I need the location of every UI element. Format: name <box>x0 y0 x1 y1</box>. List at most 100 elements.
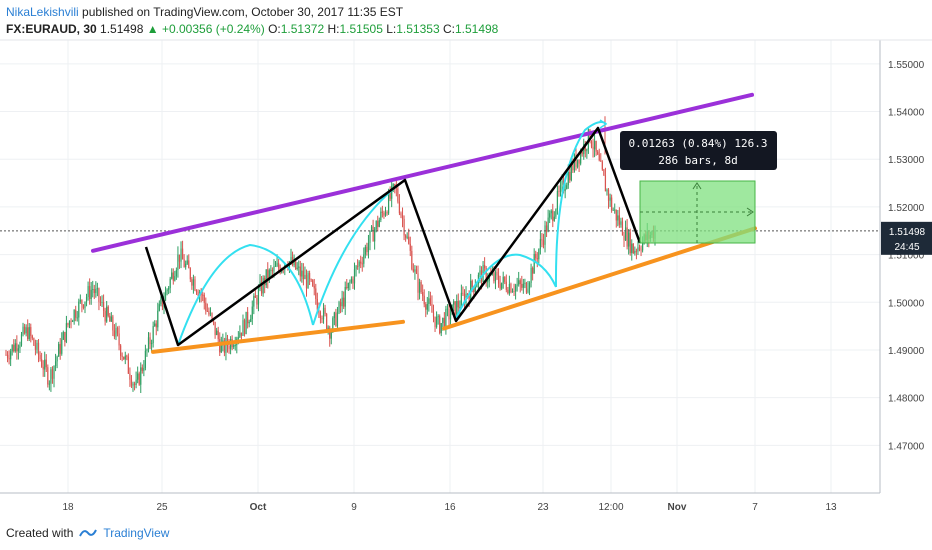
candle-body <box>380 211 382 221</box>
candle-body <box>20 334 23 346</box>
publish-line: NikaLekishvili published on TradingView.… <box>6 4 498 21</box>
candle-body <box>273 266 275 272</box>
candle-body <box>453 301 455 305</box>
candle-body <box>109 315 111 322</box>
symbol-line: FX:EURAUD, 30 1.51498 ▲ +0.00356 (+0.24%… <box>6 21 498 38</box>
candle-body <box>383 212 385 216</box>
candle-body <box>318 309 320 313</box>
candle-body <box>61 339 63 354</box>
candle-body <box>601 161 603 170</box>
candle-body <box>401 215 404 219</box>
candle-body <box>59 344 61 354</box>
candle-body <box>462 292 464 295</box>
candle-body <box>75 309 77 318</box>
candle-body <box>233 345 235 347</box>
price-tag: 1.51498 24:45 <box>881 221 932 255</box>
candle-body <box>550 210 552 214</box>
candle-body <box>621 221 624 236</box>
candle-body <box>28 327 30 340</box>
candle-body <box>466 293 469 296</box>
candle-body <box>598 154 600 161</box>
candle-body <box>274 266 277 267</box>
candle-body <box>220 343 222 353</box>
candle-body <box>339 302 342 307</box>
candle-body <box>257 289 260 305</box>
candle-body <box>234 345 236 346</box>
candle-body <box>600 160 602 162</box>
candle-body <box>169 278 171 289</box>
candle-body <box>496 271 498 276</box>
x-tick-label: 18 <box>62 502 74 513</box>
candle-body <box>248 321 250 324</box>
price-tag-timer: 24:45 <box>894 242 919 253</box>
candle-body <box>341 297 343 307</box>
y-tick-label: 1.55000 <box>888 60 925 71</box>
candle-body <box>553 216 555 221</box>
candle-body <box>573 155 576 171</box>
candle-body <box>357 266 359 267</box>
candle-body <box>514 285 517 292</box>
candle-body <box>510 284 512 293</box>
author-link[interactable]: NikaLekishvili <box>6 5 79 19</box>
candle-body <box>68 320 71 326</box>
x-tick-label: 9 <box>351 502 357 513</box>
candle-body <box>549 213 551 218</box>
candle-body <box>256 297 258 305</box>
candle-body <box>485 268 487 283</box>
candle-body <box>147 337 150 350</box>
candle-body <box>330 331 332 339</box>
high-value: 1.51505 <box>339 22 383 36</box>
x-tick-label: 13 <box>825 502 837 513</box>
candle-body <box>132 383 134 386</box>
symbol-label[interactable]: FX:EURAUD, 30 <box>6 22 97 36</box>
candle-body <box>42 366 44 370</box>
candle-body <box>99 301 102 303</box>
candle-body <box>474 287 476 292</box>
candle-body <box>73 309 75 322</box>
measure-tooltip-bg <box>620 131 777 170</box>
candle-body <box>412 269 414 272</box>
candle-body <box>178 254 181 262</box>
x-tick-label: 12:00 <box>598 502 623 513</box>
candle-body <box>251 306 253 319</box>
candle-body <box>98 288 100 302</box>
candle-body <box>155 323 157 328</box>
candle-body <box>366 246 368 253</box>
y-tick-label: 1.50000 <box>888 298 925 309</box>
candle-body <box>589 129 591 142</box>
candle-body <box>161 299 164 308</box>
candle-body <box>640 249 642 251</box>
target-arrow-up <box>692 182 702 190</box>
y-tick-label: 1.51000 <box>888 251 925 262</box>
candle-body <box>329 327 331 339</box>
candle-body <box>524 282 526 284</box>
tradingview-brand[interactable]: TradingView <box>103 526 170 540</box>
zigzag-pattern <box>144 126 642 347</box>
candle-body <box>89 286 91 300</box>
candle-body <box>253 295 255 307</box>
candle-body <box>387 192 390 214</box>
candle-body <box>315 288 317 299</box>
candle-body <box>152 326 154 344</box>
candle-body <box>406 236 408 238</box>
candle-body <box>290 257 292 262</box>
candle-body <box>308 273 311 280</box>
candle-body <box>172 272 174 281</box>
candle-body <box>158 304 160 311</box>
candle-body <box>93 289 95 294</box>
candle-body <box>471 280 473 288</box>
chart-grid <box>0 40 880 493</box>
candle-body <box>324 307 326 314</box>
candle-body <box>243 320 246 335</box>
candle-body <box>316 298 318 310</box>
candle-body <box>642 241 644 251</box>
candle-body <box>479 270 481 275</box>
candle-body <box>425 304 427 310</box>
candle-body <box>414 269 416 272</box>
candle-body <box>527 288 529 293</box>
candle-body <box>558 191 560 192</box>
x-tick-label: 7 <box>752 502 758 513</box>
candle-body <box>355 266 357 270</box>
candle-body <box>123 356 125 360</box>
